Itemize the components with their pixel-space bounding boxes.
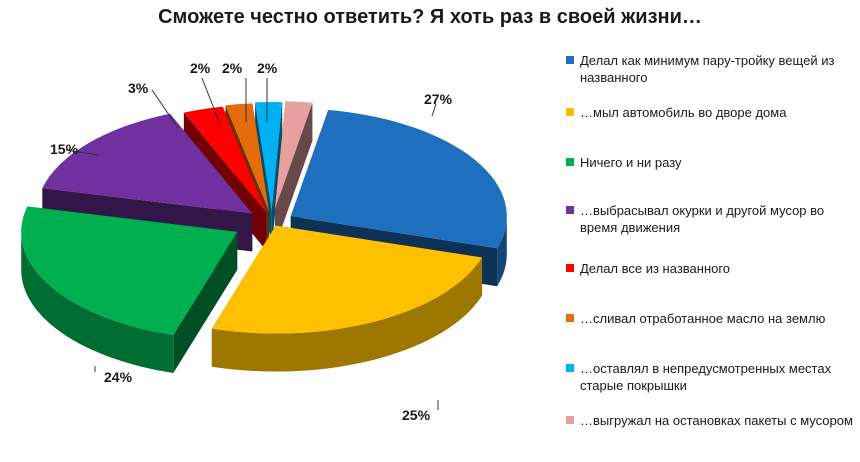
pie-slice [290, 109, 507, 249]
pie-chart: 27% 25% 24% 15% 3% 2% 2% 2% [21, 60, 507, 423]
legend-label: …выбрасывал окурки и другой мусор во вре… [580, 203, 825, 235]
leader-line [431, 103, 437, 117]
legend-label: Делал все из названного [580, 261, 731, 276]
legend-swatch [566, 108, 574, 116]
pie-slice-side [211, 257, 483, 372]
pie-slice [21, 206, 238, 336]
pie-slice [255, 102, 283, 211]
pie-slice [183, 106, 267, 213]
pie-slice-wall [271, 102, 283, 249]
pie-slice-wall [274, 102, 313, 248]
legend-swatch [566, 364, 574, 372]
chart-title: Сможете честно ответить? Я хоть раз в св… [158, 6, 702, 28]
legend-swatch [566, 56, 574, 64]
legend-item: …мыл автомобиль во дворе дома [566, 104, 856, 121]
legend-item: Ничего и ни разу [566, 154, 856, 171]
legend-item: …выбрасывал окурки и другой мусор во вре… [566, 202, 856, 236]
leader-line [65, 149, 99, 156]
legend-swatch [566, 206, 574, 214]
legend-label: …оставлял в непредусмотренных местах ста… [580, 361, 832, 393]
legend-swatch [566, 416, 574, 424]
data-label: 24% [104, 369, 133, 385]
pie-slice [225, 103, 269, 212]
pie-slice [211, 225, 483, 334]
pie-slice-side [497, 216, 507, 287]
data-label: 2% [257, 60, 278, 76]
legend-swatch [566, 264, 574, 272]
legend-label: …выгружал на остановках пакеты с мусором [580, 413, 853, 428]
legend-item: Делал все из названного [566, 260, 856, 277]
pie-slice [274, 101, 313, 210]
data-label: 25% [402, 407, 431, 423]
data-label: 2% [190, 60, 211, 76]
pie-slice-side [21, 231, 174, 374]
data-label: 15% [50, 141, 79, 157]
data-label: 27% [424, 91, 453, 107]
legend-label: Делал как минимум пару-тройку вещей из н… [580, 53, 835, 85]
leader-line [201, 77, 221, 125]
legend-item: …выгружал на остановках пакеты с мусором [566, 412, 856, 429]
legend-label: …сливал отработанное масло на землю [580, 311, 826, 326]
leader-line [151, 89, 179, 129]
pie-slice [42, 113, 253, 214]
data-label: 3% [128, 80, 149, 96]
legend-swatch [566, 314, 574, 322]
legend-swatch [566, 158, 574, 166]
legend-label: …мыл автомобиль во дворе дома [580, 105, 787, 120]
legend-item: …оставлял в непредусмотренных местах ста… [566, 360, 856, 394]
legend-item: …сливал отработанное масло на землю [566, 310, 856, 327]
legend-label: Ничего и ни разу [580, 155, 682, 170]
legend-item: Делал как минимум пару-тройку вещей из н… [566, 52, 856, 86]
data-label: 2% [222, 60, 243, 76]
